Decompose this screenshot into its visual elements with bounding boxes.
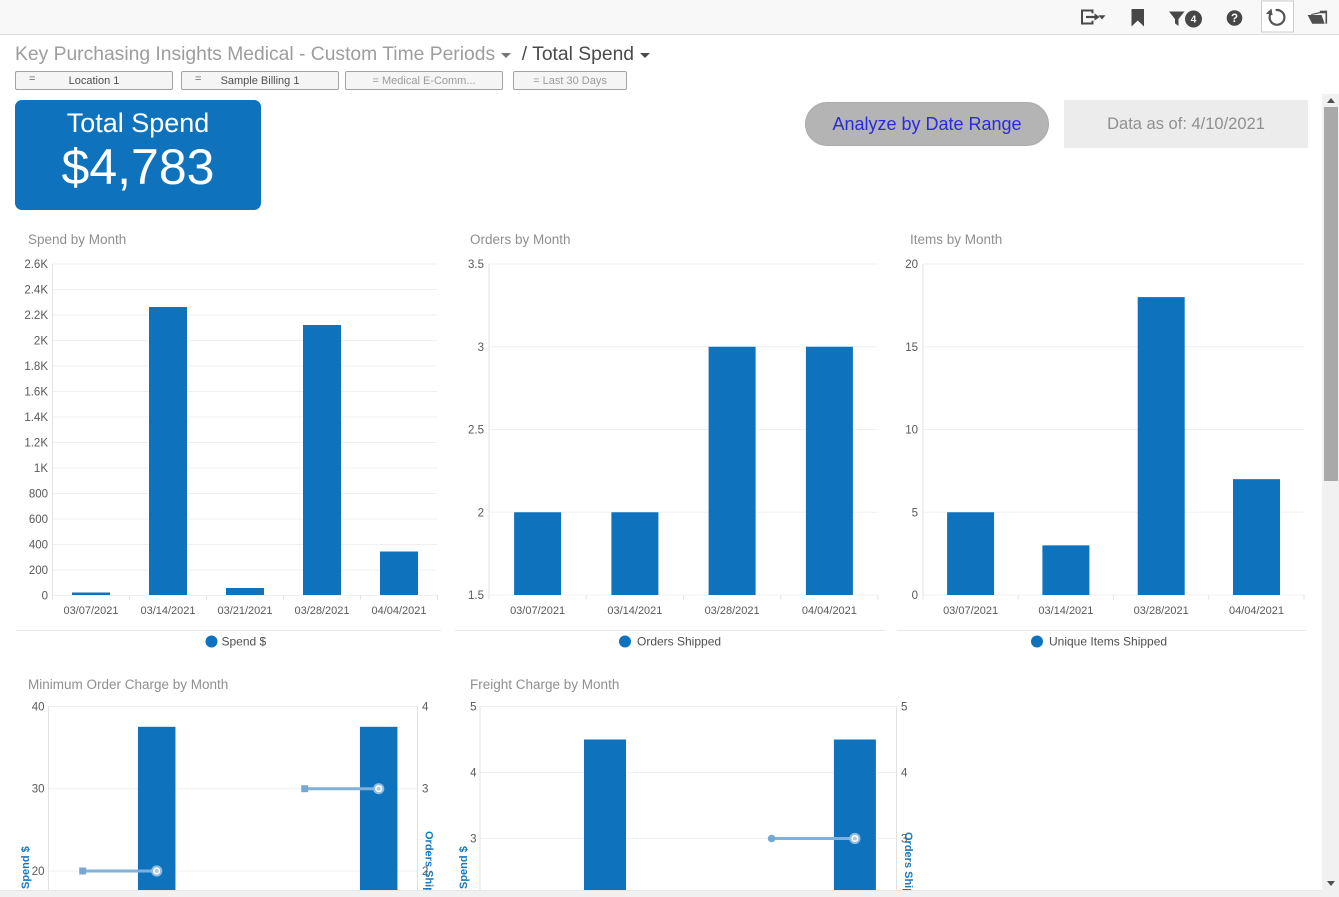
svg-text:Spend by Month: Spend by Month [28, 232, 126, 247]
svg-text:03/28/2021: 03/28/2021 [1134, 605, 1189, 617]
svg-text:400: 400 [29, 540, 48, 552]
svg-text:1K: 1K [34, 463, 48, 475]
svg-text:5: 5 [901, 702, 907, 714]
svg-text:Orders Shipped: Orders Shipped [423, 831, 435, 897]
svg-text:1.4K: 1.4K [24, 412, 48, 424]
svg-text:Unique Items Shipped: Unique Items Shipped [1049, 635, 1167, 649]
svg-text:Orders Shipped: Orders Shipped [902, 832, 914, 897]
svg-text:04/04/2021: 04/04/2021 [371, 605, 426, 617]
svg-text:Freight Charge by Month: Freight Charge by Month [470, 677, 619, 692]
svg-text:Orders Shipped: Orders Shipped [637, 635, 721, 649]
svg-text:03/14/2021: 03/14/2021 [607, 605, 662, 617]
svg-text:3.5: 3.5 [468, 259, 484, 271]
svg-text:03/07/2021: 03/07/2021 [63, 605, 118, 617]
svg-text:800: 800 [29, 489, 48, 501]
svg-text:4: 4 [422, 702, 429, 714]
svg-text:5: 5 [470, 702, 476, 714]
svg-text:30: 30 [32, 784, 45, 796]
svg-text:200: 200 [29, 565, 48, 577]
svg-text:2: 2 [478, 507, 484, 519]
svg-text:3: 3 [422, 784, 428, 796]
svg-text:Spend $: Spend $ [458, 846, 470, 889]
svg-text:03/14/2021: 03/14/2021 [140, 605, 195, 617]
svg-text:600: 600 [29, 514, 48, 526]
svg-text:03/07/2021: 03/07/2021 [510, 605, 565, 617]
svg-text:03/21/2021: 03/21/2021 [217, 605, 272, 617]
svg-text:3: 3 [901, 834, 907, 846]
svg-text:10: 10 [905, 425, 918, 437]
svg-text:03/28/2021: 03/28/2021 [705, 605, 760, 617]
svg-text:04/04/2021: 04/04/2021 [802, 605, 857, 617]
svg-text:0: 0 [912, 590, 918, 602]
svg-text:4: 4 [1191, 15, 1197, 26]
svg-text:1.5: 1.5 [468, 590, 484, 602]
svg-text:1.8K: 1.8K [24, 361, 48, 373]
svg-text:Items by Month: Items by Month [910, 232, 1002, 247]
svg-text:04/04/2021: 04/04/2021 [1229, 605, 1284, 617]
svg-text:1.2K: 1.2K [24, 438, 48, 450]
svg-text:3: 3 [470, 834, 476, 846]
svg-text:4: 4 [901, 768, 908, 780]
svg-text:Spend $: Spend $ [20, 846, 32, 889]
svg-text:03/14/2021: 03/14/2021 [1038, 605, 1093, 617]
svg-text:2.5: 2.5 [468, 425, 484, 437]
svg-text:2.2K: 2.2K [24, 310, 48, 322]
svg-text:03/07/2021: 03/07/2021 [943, 605, 998, 617]
svg-text:20: 20 [905, 259, 918, 271]
svg-text:4: 4 [470, 768, 477, 780]
svg-text:03/28/2021: 03/28/2021 [294, 605, 349, 617]
svg-text:Minimum Order Charge by Month: Minimum Order Charge by Month [28, 677, 228, 692]
svg-text:20: 20 [32, 866, 45, 878]
svg-text:5: 5 [912, 507, 918, 519]
svg-text:2.4K: 2.4K [24, 285, 48, 297]
svg-text:0: 0 [42, 591, 48, 603]
svg-text:3: 3 [478, 342, 484, 354]
svg-text:Orders by Month: Orders by Month [470, 232, 571, 247]
svg-text:40: 40 [32, 702, 45, 714]
svg-text:15: 15 [905, 342, 918, 354]
svg-text:2.6K: 2.6K [24, 259, 48, 271]
svg-text:2: 2 [422, 866, 428, 878]
svg-text:Spend $: Spend $ [222, 635, 267, 649]
svg-text:2K: 2K [34, 336, 48, 348]
svg-text:?: ? [1231, 13, 1238, 25]
svg-text:1.6K: 1.6K [24, 387, 48, 399]
